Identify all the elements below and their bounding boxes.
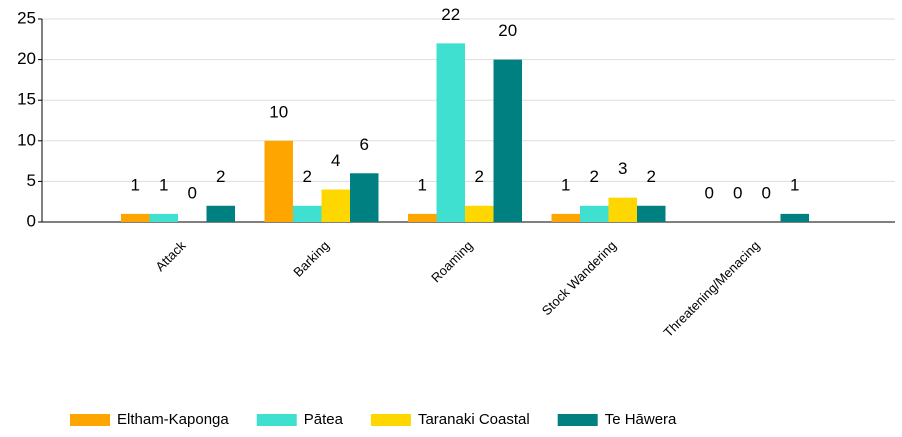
bar: [321, 189, 350, 222]
value-label: 6: [360, 135, 369, 154]
value-label: 1: [418, 175, 427, 194]
value-label: 0: [705, 183, 714, 202]
value-label: 20: [498, 21, 517, 40]
y-tick-label: 25: [17, 8, 36, 27]
bar: [780, 213, 809, 222]
y-tick-label: 15: [17, 90, 36, 109]
bar: [149, 213, 178, 222]
bar: [493, 59, 522, 222]
bar: [350, 173, 379, 222]
value-label: 2: [590, 167, 599, 186]
bar: [551, 213, 580, 222]
bar: [608, 197, 637, 222]
legend-label: Te Hāwera: [605, 411, 677, 428]
x-tick-label: Stock Wandering: [539, 238, 619, 318]
value-label: 0: [188, 183, 197, 202]
legend-label: Eltham-Kaponga: [117, 411, 229, 428]
legend-label: Taranaki Coastal: [418, 411, 530, 428]
x-tick-label: Barking: [290, 238, 332, 280]
value-label: 2: [647, 167, 656, 186]
x-tick-label: Threatening/Menacing: [660, 238, 762, 340]
y-tick-label: 5: [27, 171, 36, 190]
bar: [436, 43, 465, 222]
value-label: 0: [762, 183, 771, 202]
value-label: 4: [331, 151, 340, 170]
legend-swatch: [70, 414, 110, 426]
y-tick-label: 0: [27, 211, 36, 230]
bar: [408, 213, 437, 222]
value-label: 1: [561, 175, 570, 194]
value-label: 2: [303, 167, 312, 186]
bar: [121, 213, 150, 222]
legend-swatch: [370, 414, 411, 426]
bar: [264, 140, 293, 222]
bar: [293, 205, 322, 222]
bar: [580, 205, 609, 222]
value-label: 22: [441, 5, 460, 24]
value-label: 2: [475, 167, 484, 186]
value-label: 2: [216, 167, 225, 186]
value-label: 3: [618, 159, 627, 178]
value-label: 1: [131, 175, 140, 194]
bar: [465, 205, 494, 222]
y-tick-label: 20: [17, 49, 36, 68]
value-label: 0: [733, 183, 742, 202]
value-label: 1: [790, 175, 799, 194]
legend-label: Pātea: [304, 411, 344, 428]
x-tick-label: Attack: [152, 238, 189, 275]
value-label: 1: [159, 175, 168, 194]
value-label: 10: [269, 102, 288, 121]
legend-swatch: [256, 414, 297, 426]
legend-swatch: [557, 414, 598, 426]
bar: [637, 205, 666, 222]
y-tick-label: 10: [17, 130, 36, 149]
x-tick-label: Roaming: [428, 238, 475, 285]
bar: [206, 205, 235, 222]
